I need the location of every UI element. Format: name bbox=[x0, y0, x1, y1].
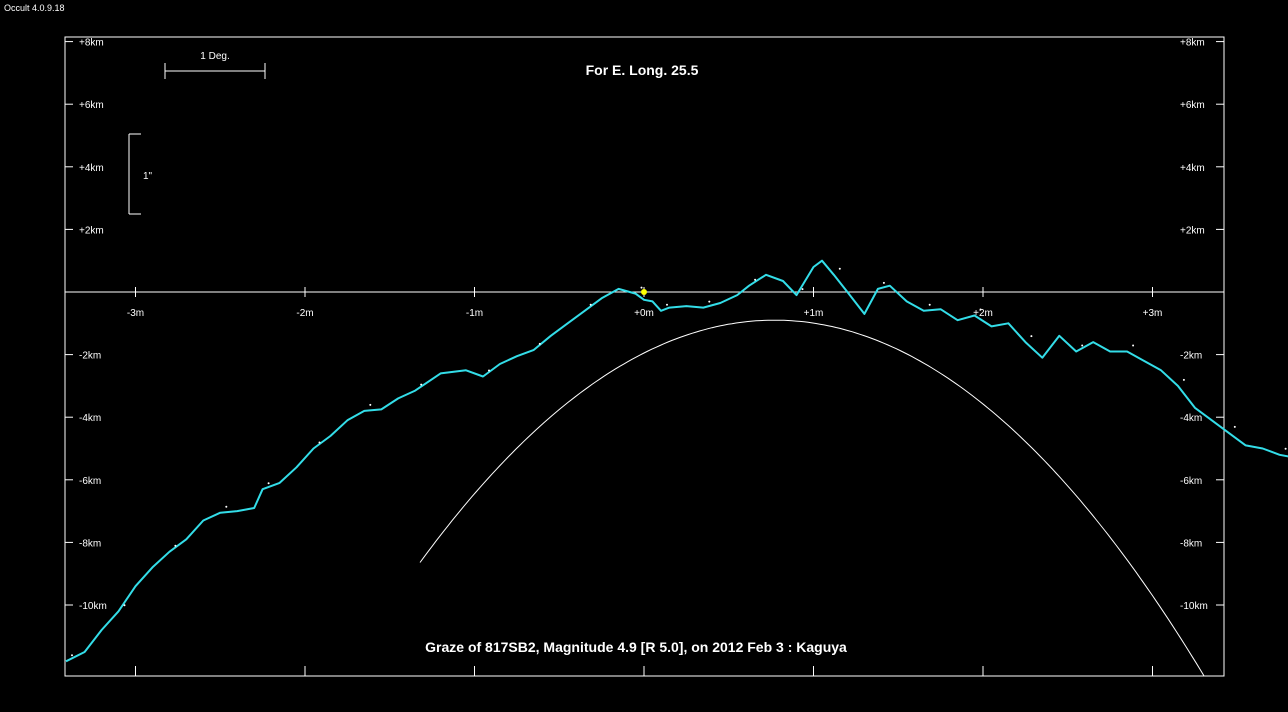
profile-dot bbox=[1081, 344, 1084, 347]
profile-dot bbox=[123, 604, 126, 607]
y-tick-label-left: -8km bbox=[79, 538, 101, 549]
profile-dot bbox=[979, 308, 982, 311]
profile-dot bbox=[369, 403, 372, 406]
profile-dot bbox=[488, 369, 490, 372]
vertical-scale-label: 1" bbox=[143, 171, 153, 182]
profile-dot bbox=[420, 383, 423, 386]
profile-dot bbox=[174, 544, 177, 547]
profile-dot bbox=[225, 505, 228, 508]
x-tick-label: +3m bbox=[1143, 308, 1163, 319]
y-tick-label-right: +4km bbox=[1180, 163, 1205, 174]
profile-dot bbox=[267, 482, 270, 485]
y-tick-label-left: -2km bbox=[79, 351, 101, 362]
profile-dot bbox=[1030, 335, 1033, 338]
chart-title: For E. Long. 25.5 bbox=[586, 62, 699, 78]
profile-dot bbox=[1182, 378, 1185, 381]
y-tick-label-left: +4km bbox=[79, 163, 104, 174]
center-marker bbox=[641, 289, 647, 295]
y-tick-label-left: +2km bbox=[79, 225, 104, 236]
limb-profile-line bbox=[65, 259, 1288, 663]
x-tick-label: -2m bbox=[296, 308, 313, 319]
y-tick-label-right: -2km bbox=[1180, 351, 1202, 362]
vertical-scale-bar: 1" bbox=[128, 133, 153, 215]
y-tick-label-left: +6km bbox=[79, 100, 104, 111]
horizontal-scale-bar: 1 Deg. bbox=[164, 51, 266, 79]
profile-dot bbox=[666, 303, 668, 306]
profile-dot bbox=[71, 654, 73, 657]
predicted-limb-curve bbox=[419, 319, 1205, 677]
profile-dot bbox=[928, 303, 931, 306]
y-tick-label-left: -4km bbox=[79, 413, 101, 424]
profile-dot bbox=[801, 288, 804, 291]
y-tick-label-right: -10km bbox=[1180, 601, 1208, 612]
profile-dot bbox=[589, 303, 592, 306]
profile-dot bbox=[882, 281, 885, 284]
y-tick-label-right: -6km bbox=[1180, 476, 1202, 487]
x-tick-label: -3m bbox=[127, 308, 144, 319]
y-tick-label-right: +6km bbox=[1180, 100, 1205, 111]
horizontal-scale-label: 1 Deg. bbox=[200, 51, 229, 62]
y-tick-label-left: -6km bbox=[79, 476, 101, 487]
profile-dot bbox=[838, 267, 841, 270]
profile-dot bbox=[754, 278, 757, 281]
profile-dot bbox=[538, 342, 541, 345]
profile-dot bbox=[708, 300, 711, 303]
profile-dot bbox=[1233, 425, 1236, 428]
chart-caption: Graze of 817SB2, Magnitude 4.9 [R 5.0], … bbox=[425, 639, 847, 655]
y-tick-label-right: +2km bbox=[1180, 225, 1205, 236]
y-tick-label-right: -4km bbox=[1180, 413, 1202, 424]
app-title: Occult 4.0.9.18 bbox=[4, 3, 65, 13]
y-tick-label-left: -10km bbox=[79, 601, 107, 612]
x-tick-label: +2m bbox=[973, 308, 993, 319]
x-tick-label: +1m bbox=[804, 308, 824, 319]
profile-dot bbox=[1132, 344, 1135, 347]
profile-dot bbox=[1284, 447, 1287, 450]
profile-dot bbox=[640, 286, 643, 289]
y-tick-label-right: -8km bbox=[1180, 538, 1202, 549]
x-tick-label: -1m bbox=[466, 308, 483, 319]
plot-frame bbox=[64, 36, 1225, 677]
x-tick-label: +0m bbox=[634, 308, 654, 319]
y-tick-label-right: +8km bbox=[1180, 38, 1205, 49]
y-tick-label-left: +8km bbox=[79, 38, 104, 49]
profile-dot bbox=[318, 441, 321, 444]
